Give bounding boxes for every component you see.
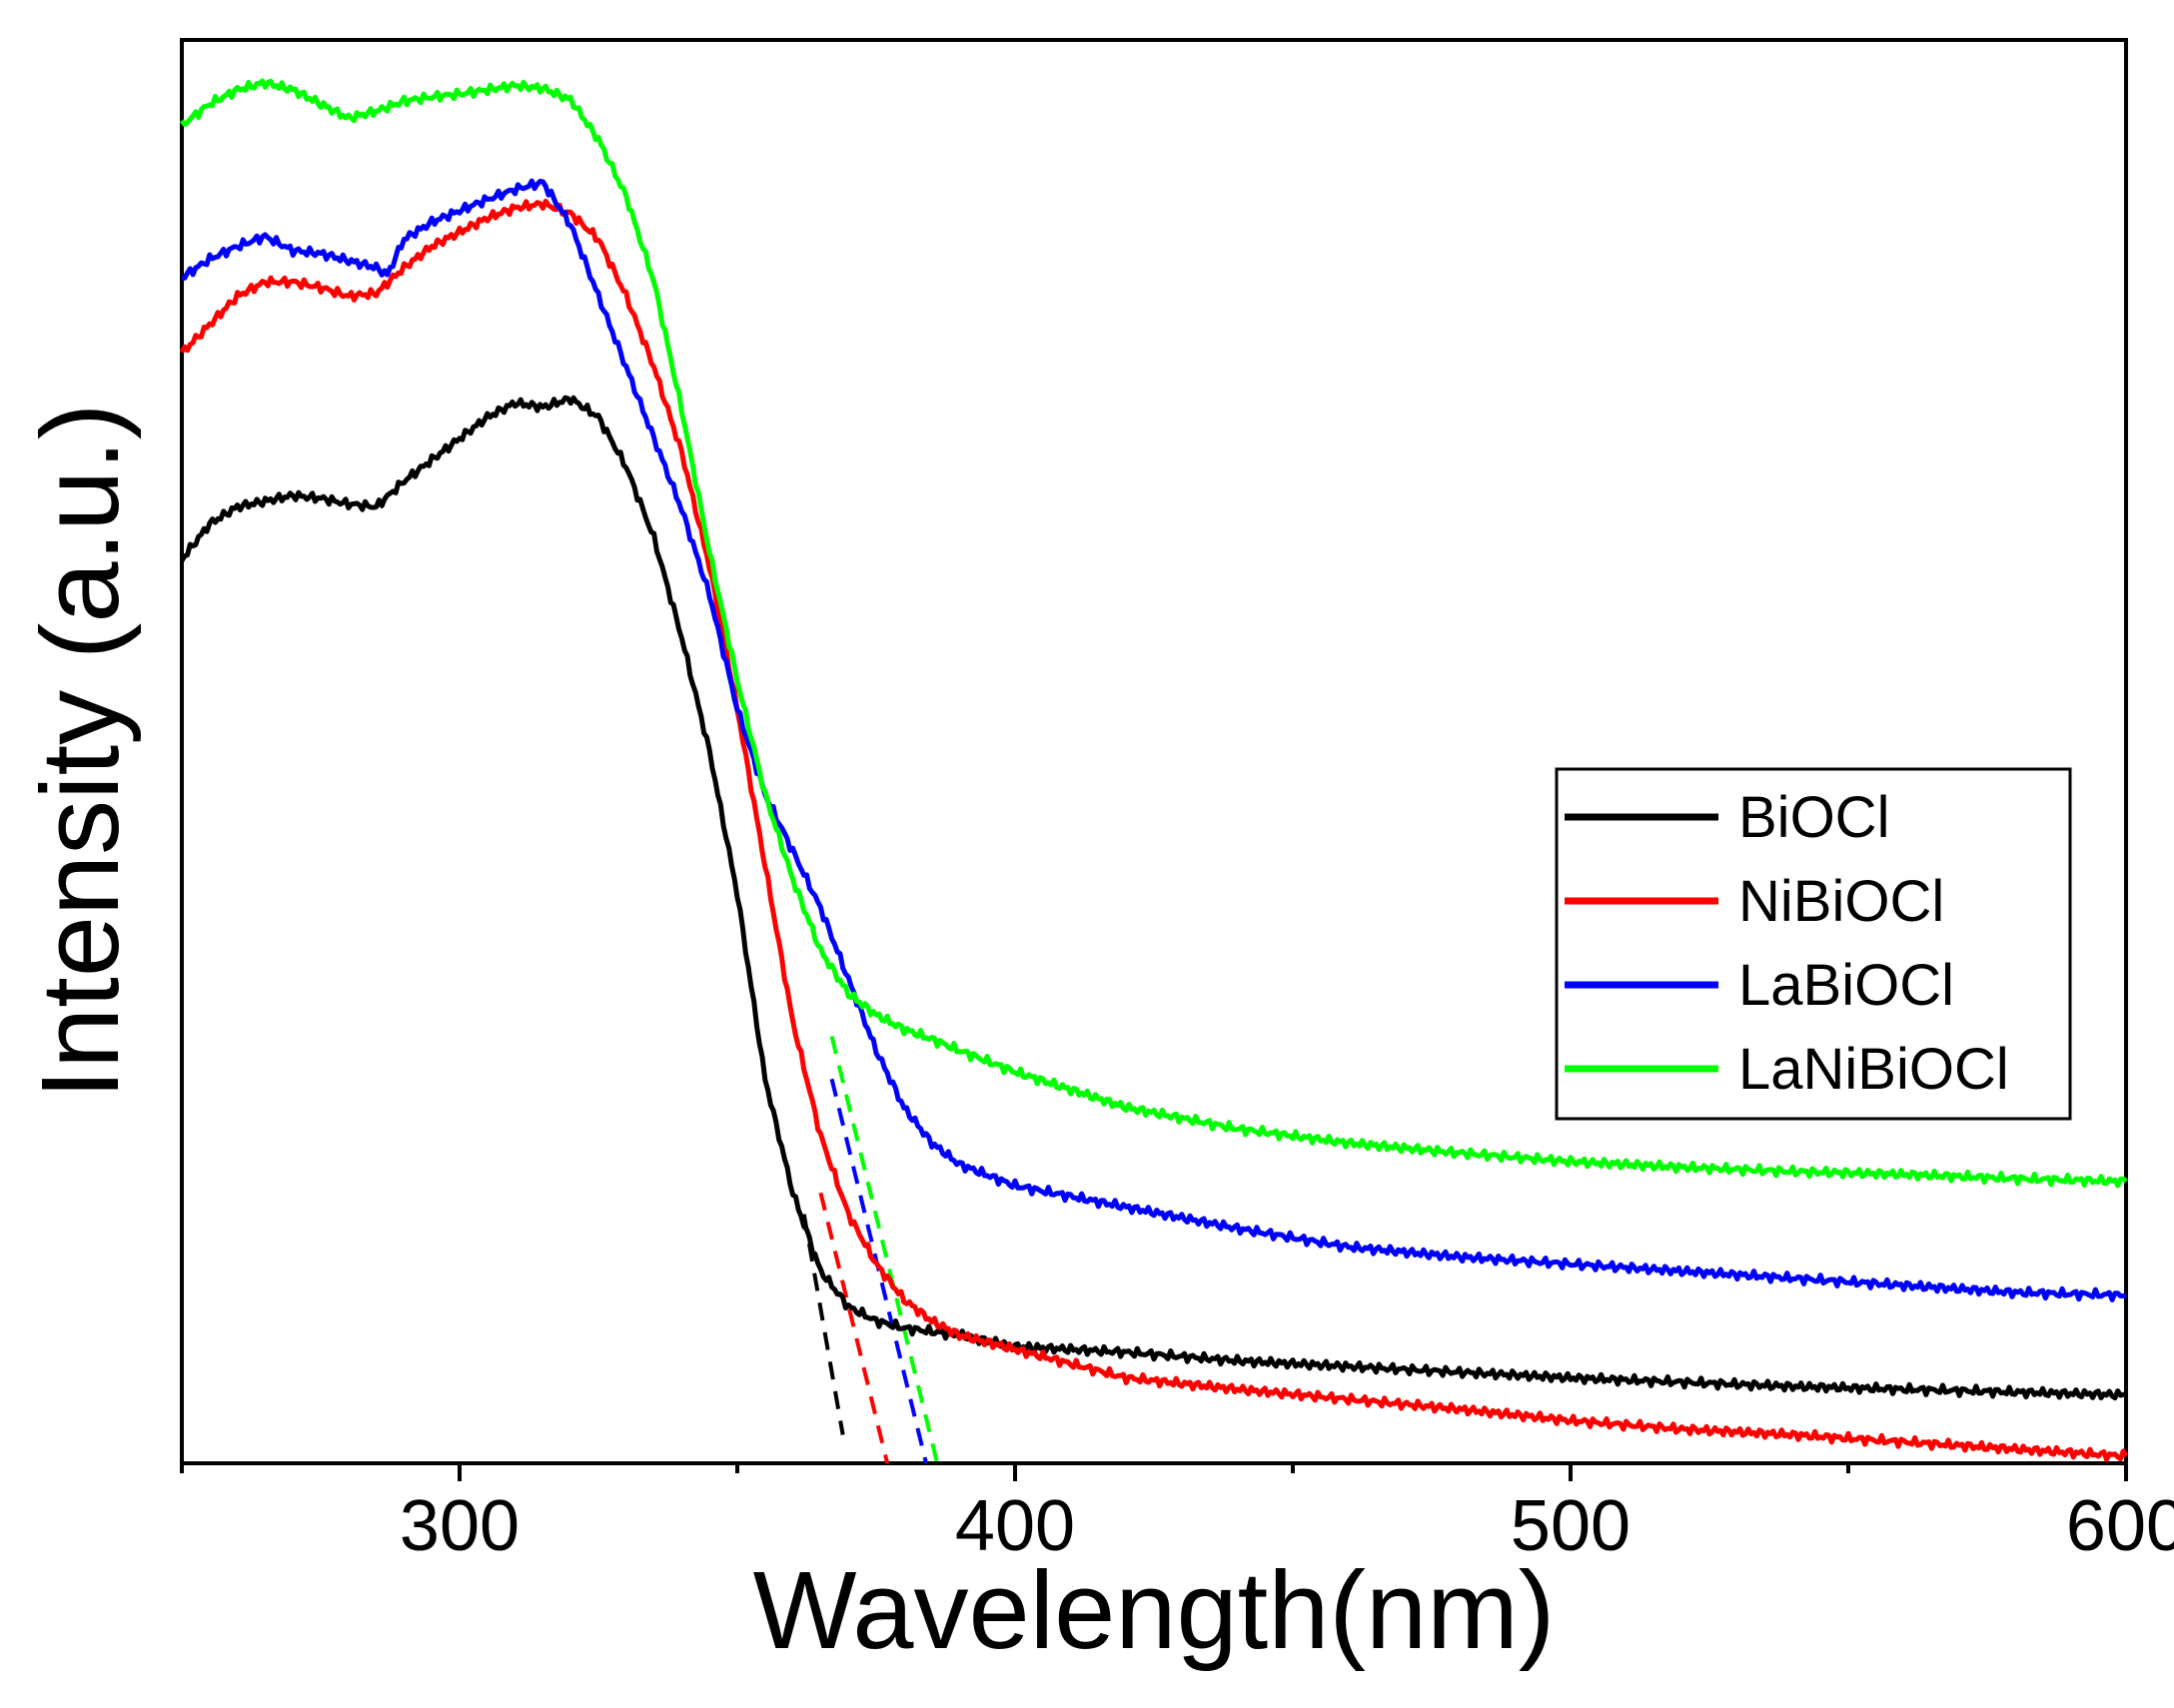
x-tick-label: 600 <box>2066 1486 2174 1566</box>
legend-label-labiocl: LaBiOCl <box>1738 953 1954 1018</box>
legend-label-lanibiocl: LaNiBiOCl <box>1738 1037 2009 1102</box>
x-tick-label: 500 <box>1511 1486 1630 1566</box>
legend-box <box>1555 767 2072 1121</box>
x-tick-label: 400 <box>955 1486 1075 1566</box>
tangent-line-lanibiocl <box>829 1036 940 1464</box>
legend-label-biocl: BiOCl <box>1738 785 1889 850</box>
tangent-line-labiocl <box>829 1078 928 1464</box>
x-axis-title: Wavelength(nm) <box>753 1549 1556 1672</box>
series-line-nibiocl <box>179 198 2129 1462</box>
series-line-biocl <box>179 395 2127 1401</box>
y-axis-title: Intensity (a.u.) <box>19 404 142 1100</box>
legend-label-nibiocl: NiBiOCl <box>1738 869 1944 934</box>
plot-frame <box>180 38 2128 1465</box>
series-line-labiocl <box>181 178 2127 1302</box>
series-lines <box>179 78 2129 1462</box>
legend: BiOCl NiBiOCl LaBiOCl LaNiBiOCl <box>1555 767 2072 1121</box>
x-axis-tick-labels: 300 400 500 600 <box>400 1486 2174 1566</box>
series-line-lanibiocl <box>179 78 2128 1189</box>
x-tick-label: 300 <box>400 1486 520 1566</box>
x-axis-ticks <box>180 1463 2128 1481</box>
tangent-line-nibiocl <box>818 1192 890 1464</box>
